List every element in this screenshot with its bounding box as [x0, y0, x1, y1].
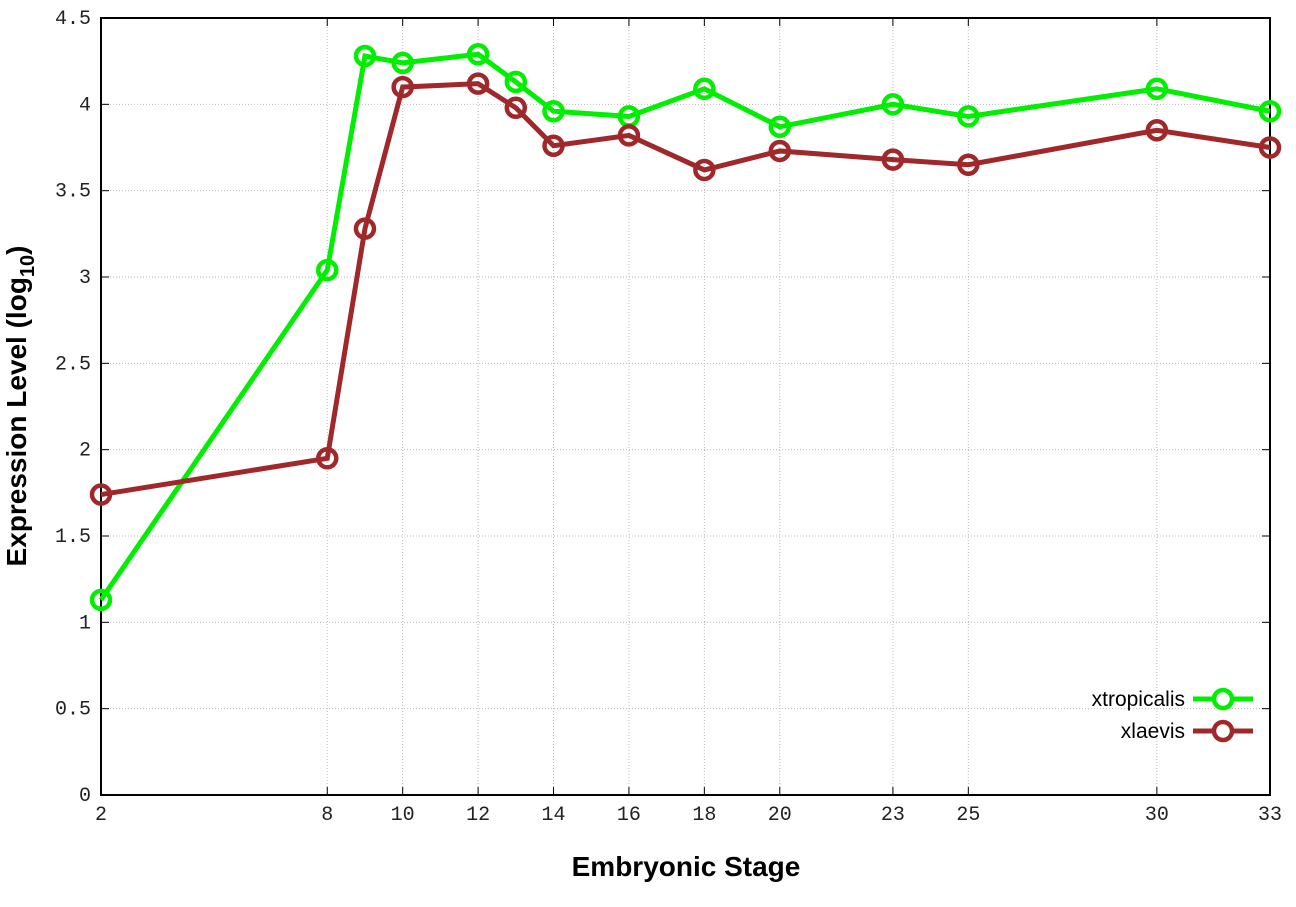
y-axis-label: Expression Level (log10) [1, 246, 39, 567]
y-tick-label: 3.5 [55, 181, 91, 204]
x-tick-label: 33 [1258, 804, 1282, 827]
x-tick-label: 25 [956, 804, 980, 827]
data-point [617, 124, 641, 147]
data-point [89, 588, 113, 612]
data-point [316, 258, 339, 282]
data-point [316, 447, 339, 470]
plot-frame [100, 17, 1271, 796]
series-line [100, 81, 1271, 498]
y-axis-label-suffix: ) [1, 246, 32, 255]
y-axis-label-subscript: 10 [17, 255, 39, 277]
series-xlaevis [89, 72, 1282, 506]
y-axis-label-main: Expression Level (log [1, 277, 32, 566]
data-point [1258, 99, 1282, 123]
x-tick-label: 30 [1145, 804, 1169, 827]
data-point [957, 105, 980, 128]
x-axis-label: Embryonic Stage [572, 851, 801, 882]
data-point [1145, 118, 1169, 142]
data-point [466, 43, 490, 66]
data-point [768, 139, 792, 163]
data-point [1145, 77, 1169, 101]
data-point [466, 72, 490, 95]
data-point [353, 217, 377, 240]
y-tick-label: 4 [79, 94, 91, 117]
x-tick-label: 23 [881, 804, 905, 827]
data-point [391, 75, 414, 99]
data-point [391, 51, 414, 75]
x-tick-label: 10 [391, 804, 415, 827]
y-tick-label: 1.5 [55, 526, 91, 549]
data-point [881, 148, 905, 171]
legend-label: xtropicalis [1092, 688, 1185, 711]
legend-marker [1211, 687, 1235, 711]
data-point [693, 77, 716, 101]
data-point [542, 99, 565, 123]
x-tick-label: 8 [321, 804, 333, 827]
x-tick-label: 20 [768, 804, 792, 827]
data-point [353, 44, 377, 68]
y-tick-label: 3 [79, 267, 91, 290]
y-tick-label: 4.5 [55, 8, 91, 31]
data-point [881, 93, 905, 116]
series-xtropicalis [89, 43, 1282, 612]
data-point [504, 70, 528, 94]
x-tick-label: 18 [692, 804, 716, 827]
data-point [693, 158, 716, 182]
x-tick-label: 14 [542, 804, 566, 827]
grid [101, 18, 1270, 795]
x-tick-label: 2 [95, 804, 107, 827]
y-tick-label: 1 [79, 612, 91, 635]
data-point [504, 96, 528, 120]
y-tick-label: 0.5 [55, 699, 91, 722]
data-point [542, 134, 565, 158]
legend-marker [1211, 719, 1235, 743]
data-point [1258, 136, 1282, 159]
legend: xtropicalis xlaevis [1092, 687, 1253, 743]
y-tick-label: 2 [79, 440, 91, 463]
y-tick-label: 2.5 [55, 353, 91, 376]
y-tick-label: 0 [79, 785, 91, 808]
data-point [89, 483, 113, 506]
series-group [89, 43, 1282, 612]
x-tick-label: 12 [466, 804, 490, 827]
legend-label: xlaevis [1121, 720, 1185, 743]
x-tick-label: 16 [617, 804, 641, 827]
data-point [768, 115, 792, 139]
data-point [957, 153, 980, 177]
series-line [98, 51, 1271, 602]
ticks: 0 0.5 1 1.5 2 2.5 3 3.5 4 4.5 2 8 10 12 14 16 18 20 23 25 30… [55, 8, 1282, 827]
